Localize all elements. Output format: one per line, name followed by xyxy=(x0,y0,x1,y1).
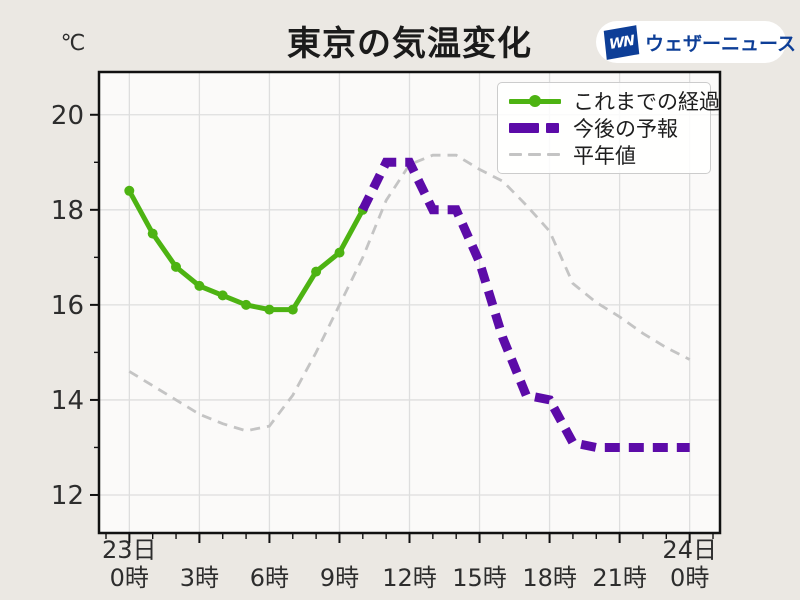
series-past-point xyxy=(287,304,298,315)
legend-item-normal: 平年値 xyxy=(509,142,710,168)
x-tick-label: 24日 xyxy=(662,536,717,564)
legend-swatch-thick-dash-icon xyxy=(509,121,561,135)
legend-forecast-dash xyxy=(546,122,559,133)
legend-label-forecast: 今後の予報 xyxy=(573,116,678,141)
y-tick-label: 20 xyxy=(51,101,84,131)
series-past-point xyxy=(124,185,135,196)
series-past-point xyxy=(171,261,181,272)
legend: これまでの経過 今後の予報 平年値 xyxy=(497,82,720,174)
x-tick-label: 23日 xyxy=(102,536,157,564)
legend-past-marker-dot xyxy=(529,95,541,108)
x-tick-label: 18時 xyxy=(522,564,577,592)
axes-frame xyxy=(97,70,722,535)
y-tick-label: 14 xyxy=(51,386,84,416)
y-axis-unit-label: ℃ xyxy=(60,31,86,56)
legend-label-normal: 平年値 xyxy=(573,143,636,168)
page-title: 東京の気温変化 xyxy=(287,24,532,64)
series-past-point xyxy=(334,247,345,258)
y-tick-label: 12 xyxy=(51,481,84,511)
legend-forecast-dash xyxy=(509,122,539,133)
series-past-point xyxy=(194,280,205,291)
legend-swatch-solid-line-icon xyxy=(509,94,561,108)
series-forecast-line xyxy=(358,157,690,452)
x-tick-label: 21時 xyxy=(592,564,647,592)
legend-normal-dash xyxy=(528,153,541,157)
series-past-point xyxy=(311,266,322,277)
series-normal-line xyxy=(128,153,691,433)
legend-item-forecast: 今後の予報 xyxy=(509,115,710,141)
x-tick-label: 0時 xyxy=(110,564,149,592)
series-past-point xyxy=(241,299,252,310)
legend-normal-dash xyxy=(509,153,522,157)
brand-name: ウェザーニュース xyxy=(645,32,797,55)
series-past-point xyxy=(217,290,228,301)
legend-item-past: これまでの経過 xyxy=(509,88,720,114)
weathernews-logo: WN ウェザーニュース xyxy=(596,21,796,63)
legend-label-past: これまでの経過 xyxy=(573,90,720,115)
series-past-point xyxy=(264,304,275,315)
series-past-point xyxy=(147,228,158,239)
y-tick-label: 16 xyxy=(51,291,84,321)
x-tick-label: 12時 xyxy=(382,564,437,592)
x-tick-label: 15時 xyxy=(452,564,507,592)
x-tick-label: 6時 xyxy=(250,564,289,592)
x-tick-label: 9時 xyxy=(320,564,359,592)
x-tick-label: 3時 xyxy=(180,564,219,592)
legend-swatch-thin-dash-icon xyxy=(509,148,561,162)
legend-normal-dash xyxy=(547,153,560,157)
x-tick-label: 0時 xyxy=(670,564,709,592)
y-tick-label: 18 xyxy=(51,196,84,226)
